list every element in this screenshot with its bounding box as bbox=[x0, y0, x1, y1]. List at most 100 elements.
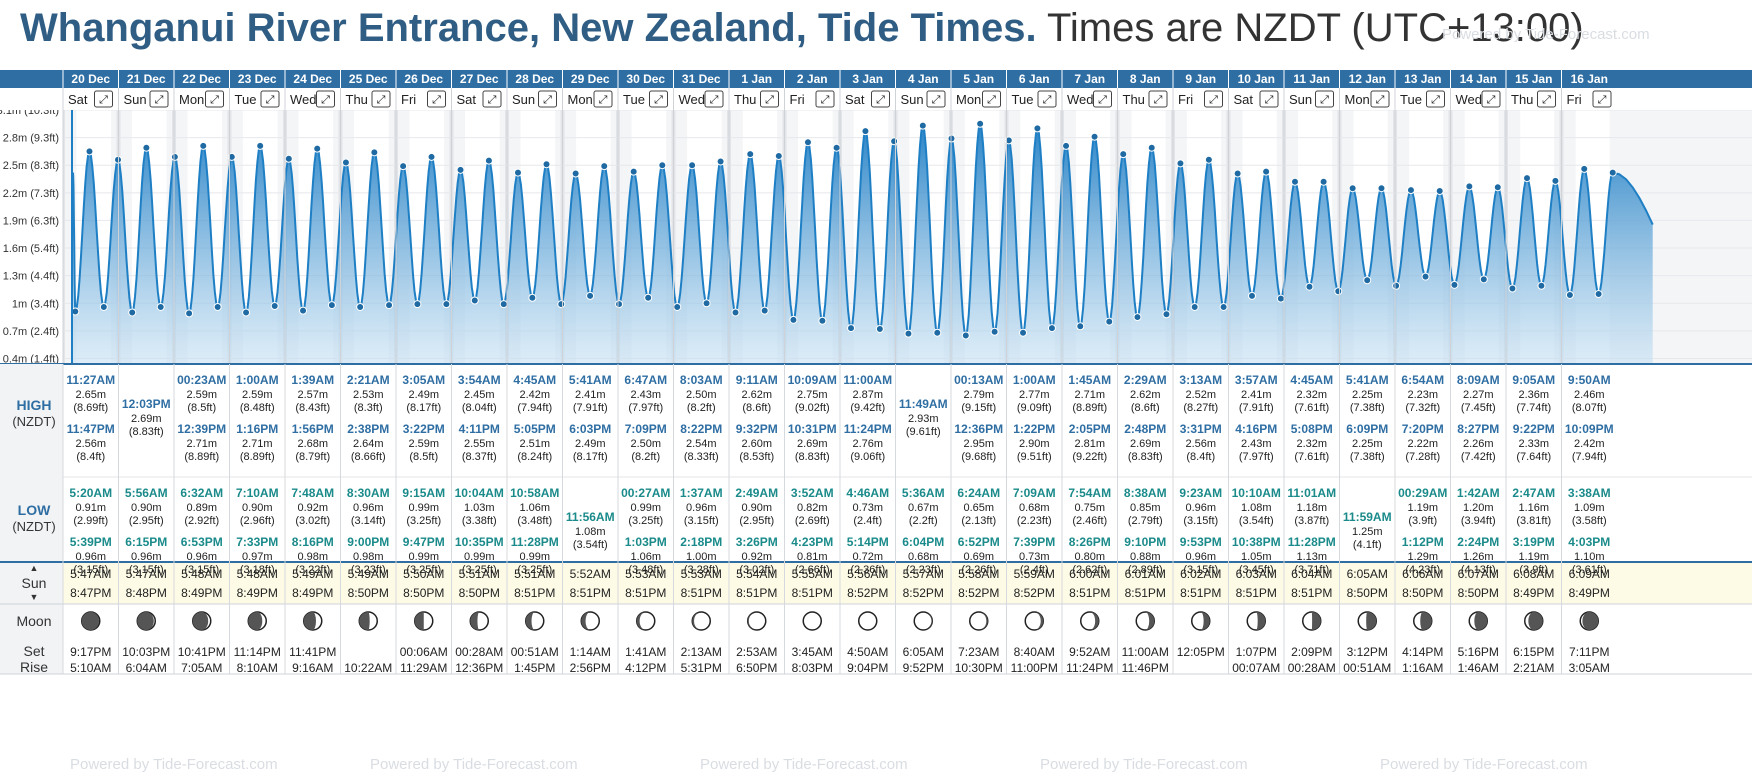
low-tide-time: 8:30AM bbox=[347, 486, 390, 500]
high-tide-height-m: 2.75m bbox=[797, 389, 828, 401]
low-tide-point bbox=[760, 306, 769, 315]
y-tick-label: 0.7m (2.4ft) bbox=[3, 326, 59, 338]
expand-day-button[interactable] bbox=[815, 90, 835, 108]
expand-day-button[interactable] bbox=[205, 90, 224, 108]
date-label: 7 Jan bbox=[1074, 72, 1105, 86]
high-tide-height-ft: (7.97ft) bbox=[628, 402, 663, 414]
footer-watermark: Powered by Tide-Forecast.com bbox=[370, 756, 578, 773]
date-label: 11 Jan bbox=[1293, 72, 1330, 86]
expand-day-button[interactable] bbox=[371, 90, 391, 108]
high-tide-time: 7:09PM bbox=[625, 422, 667, 436]
expand-day-button[interactable] bbox=[1093, 90, 1112, 108]
low-tide-height-ft: (2.92ft) bbox=[184, 515, 219, 527]
low-tide-height-ft: (3.54ft) bbox=[1239, 515, 1274, 527]
high-tide-point bbox=[113, 155, 122, 164]
low-tide-height-m: 0.96m bbox=[186, 551, 217, 563]
sunrise-time: 6:09AM bbox=[1569, 567, 1610, 581]
expand-day-button[interactable] bbox=[704, 90, 724, 108]
expand-icon: ⤢ bbox=[210, 94, 219, 106]
low-tide-point bbox=[1479, 275, 1488, 284]
expand-day-button[interactable] bbox=[1204, 90, 1223, 108]
low-tide-time: 4:23PM bbox=[791, 535, 833, 549]
high-tide-height-m: 2.41m bbox=[1241, 389, 1272, 401]
high-tide-height-ft: (8.17ft) bbox=[573, 451, 608, 463]
moonset-time: 6:05AM bbox=[903, 645, 944, 659]
high-tide-height-m: 2.71m bbox=[1074, 389, 1105, 401]
high-tide-time: 2:29AM bbox=[1124, 373, 1167, 387]
expand-day-button[interactable] bbox=[260, 90, 280, 108]
expand-day-button[interactable] bbox=[1259, 90, 1279, 108]
low-tide-point bbox=[327, 301, 336, 310]
low-tide-point bbox=[990, 327, 999, 336]
expand-day-button[interactable] bbox=[149, 90, 169, 108]
moon-shadow bbox=[414, 612, 424, 630]
expand-day-button[interactable] bbox=[1481, 90, 1501, 108]
low-tide-time: 5:14PM bbox=[847, 535, 889, 549]
high-tide-height-ft: (7.42ft) bbox=[1461, 451, 1496, 463]
expand-icon: ⤢ bbox=[821, 94, 830, 106]
low-tide-height-ft: (2.62ft) bbox=[1072, 564, 1107, 576]
high-tide-point bbox=[918, 121, 927, 130]
expand-day-button[interactable] bbox=[593, 90, 613, 108]
low-tide-height-ft: (3.9ft) bbox=[1519, 564, 1548, 576]
sunrise-time: 5:55AM bbox=[792, 567, 833, 581]
expand-day-button[interactable] bbox=[316, 90, 335, 108]
high-tide-height-m: 2.51m bbox=[519, 438, 550, 450]
low-tide-height-ft: (3.58ft) bbox=[1572, 515, 1607, 527]
sunset-time: 8:50PM bbox=[1458, 586, 1499, 600]
high-tide-time: 4:45AM bbox=[1290, 373, 1333, 387]
expand-day-button[interactable] bbox=[649, 90, 668, 108]
sunset-time: 8:50PM bbox=[348, 586, 389, 600]
low-tide-height-m: 0.73m bbox=[852, 502, 883, 514]
expand-day-button[interactable] bbox=[1037, 90, 1057, 108]
location-title: Whanganui River Entrance, New Zealand, T… bbox=[20, 6, 1037, 50]
high-tide-height-m: 2.77m bbox=[1019, 389, 1050, 401]
low-tide-height-ft: (4.13ft) bbox=[1461, 564, 1496, 576]
date-label: 21 Dec bbox=[127, 72, 166, 86]
expand-icon: ⤢ bbox=[1209, 94, 1218, 106]
high-tide-time: 1:16PM bbox=[236, 422, 278, 436]
high-tide-point bbox=[890, 137, 899, 146]
footer-watermark: Powered by Tide-Forecast.com bbox=[1040, 756, 1248, 773]
expand-day-button[interactable] bbox=[482, 90, 502, 108]
low-tide-height-m: 0.88m bbox=[1130, 551, 1161, 563]
low-tide-time: 00:29AM bbox=[1398, 486, 1447, 500]
y-tick-label: 0.4m (1.4ft) bbox=[3, 353, 59, 365]
high-tide-height-ft: (8.27ft) bbox=[1183, 402, 1218, 414]
expand-day-button[interactable] bbox=[982, 90, 1001, 108]
expand-day-button[interactable] bbox=[926, 90, 946, 108]
low-tide-height-ft: (3.87ft) bbox=[1294, 515, 1329, 527]
expand-day-button[interactable] bbox=[1148, 90, 1168, 108]
y-tick-label: 2.8m (9.3ft) bbox=[3, 133, 59, 145]
high-tide-point bbox=[341, 158, 350, 167]
high-tide-point bbox=[1290, 177, 1299, 186]
low-tide-height-ft: (2.66ft) bbox=[795, 564, 830, 576]
moonset-time: 3:12PM bbox=[1347, 645, 1388, 659]
expand-day-button[interactable] bbox=[1315, 90, 1334, 108]
expand-day-button[interactable] bbox=[427, 90, 446, 108]
expand-day-button[interactable] bbox=[1537, 90, 1556, 108]
low-tide-height-ft: (2.36ft) bbox=[850, 564, 885, 576]
expand-day-button[interactable] bbox=[94, 90, 113, 108]
high-tide-height-ft: (7.94ft) bbox=[1572, 451, 1607, 463]
low-tide-height-m: 1.16m bbox=[1518, 502, 1549, 514]
moonrise-time: 12:36PM bbox=[455, 661, 503, 675]
high-tide-time: 8:22PM bbox=[680, 422, 722, 436]
moonset-time: 2:09PM bbox=[1291, 645, 1332, 659]
moonrise-time: 1:46AM bbox=[1458, 661, 1499, 675]
high-tide-height-m: 2.41m bbox=[575, 389, 606, 401]
day-of-week-label: Tue bbox=[235, 92, 257, 107]
sunrise-time: 5:51AM bbox=[514, 567, 555, 581]
moonset-time: 11:41PM bbox=[289, 645, 336, 659]
expand-day-button[interactable] bbox=[871, 90, 890, 108]
expand-day-button[interactable] bbox=[538, 90, 557, 108]
day-of-week-label: Sun bbox=[901, 92, 924, 107]
date-label: 6 Jan bbox=[1019, 72, 1050, 86]
low-tide-height-ft: (3.9ft) bbox=[1408, 515, 1437, 527]
expand-day-button[interactable] bbox=[1426, 90, 1445, 108]
expand-day-button[interactable] bbox=[1592, 90, 1612, 108]
expand-day-button[interactable] bbox=[760, 90, 779, 108]
expand-icon: ⤢ bbox=[654, 94, 663, 106]
expand-day-button[interactable] bbox=[1370, 90, 1390, 108]
low-tide-height-m: 0.96m bbox=[686, 502, 717, 514]
